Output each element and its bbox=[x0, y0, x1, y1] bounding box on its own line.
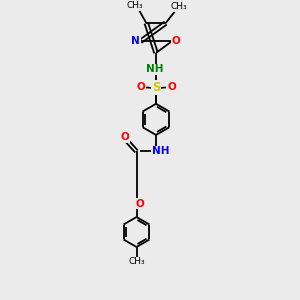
Text: NH: NH bbox=[146, 64, 163, 74]
Text: S: S bbox=[152, 81, 160, 94]
Text: NH: NH bbox=[152, 146, 169, 156]
Text: O: O bbox=[172, 37, 181, 46]
Text: CH₃: CH₃ bbox=[127, 1, 143, 10]
Text: O: O bbox=[136, 199, 145, 208]
Text: O: O bbox=[120, 132, 129, 142]
Text: CH₃: CH₃ bbox=[128, 257, 145, 266]
Text: N: N bbox=[131, 37, 140, 46]
Text: O: O bbox=[136, 82, 145, 92]
Text: O: O bbox=[167, 82, 176, 92]
Text: CH₃: CH₃ bbox=[171, 2, 188, 11]
